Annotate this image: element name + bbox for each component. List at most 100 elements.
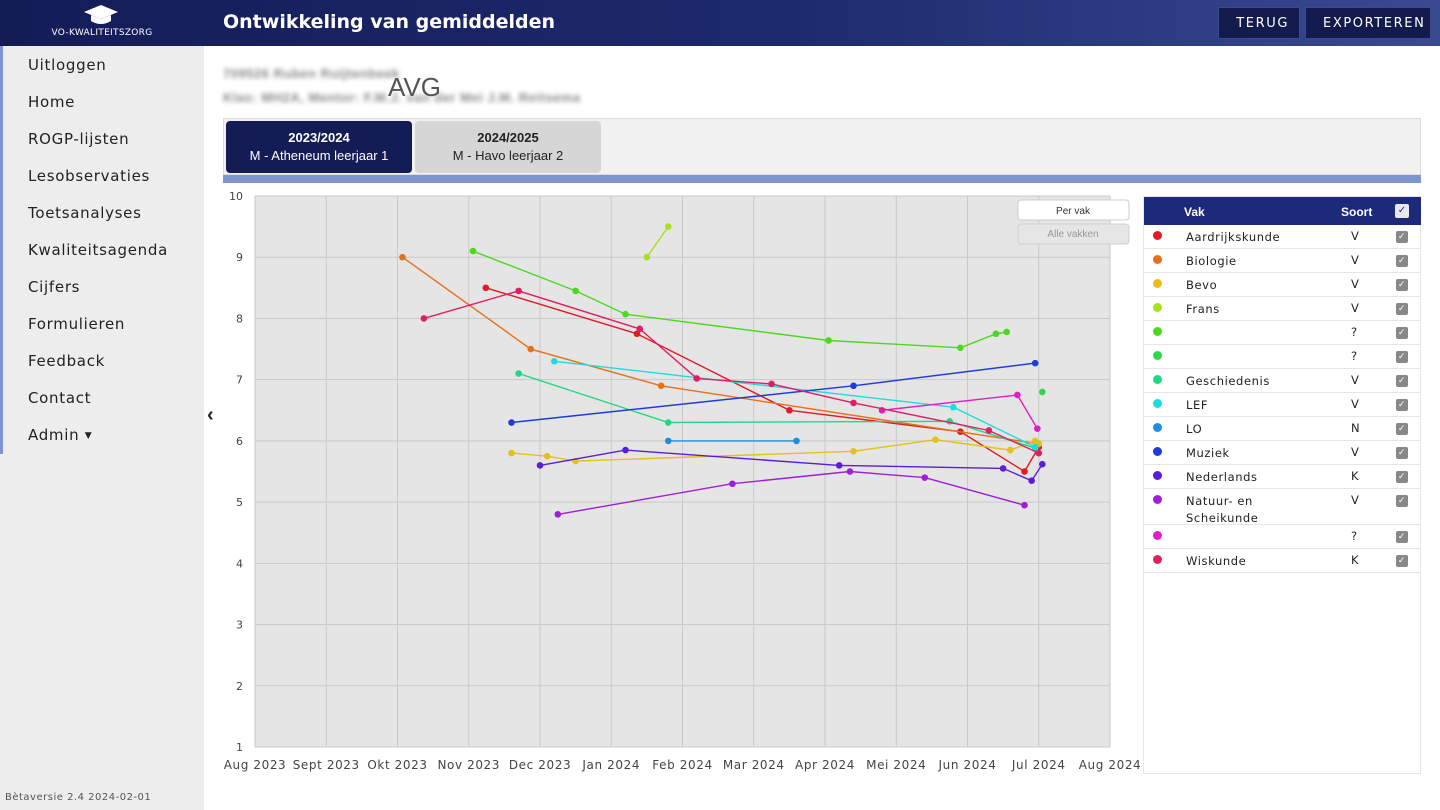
data-point[interactable] — [543, 452, 551, 460]
legend-row[interactable]: ? ✓ — [1144, 321, 1421, 345]
data-point[interactable] — [1021, 501, 1028, 509]
data-point[interactable] — [657, 382, 665, 390]
sidebar-item-rogp-lijsten[interactable]: ROGP-lijsten — [28, 130, 130, 148]
legend-checkbox[interactable]: ✓ — [1396, 531, 1408, 543]
legend-checkbox[interactable]: ✓ — [1396, 351, 1408, 363]
legend-row[interactable]: Natuur- en Scheikunde V ✓ — [1144, 489, 1421, 525]
sidebar-item-lesobservaties[interactable]: Lesobservaties — [28, 167, 151, 185]
legend-checkbox[interactable]: ✓ — [1396, 279, 1408, 291]
data-point[interactable] — [482, 284, 490, 292]
data-point[interactable] — [932, 436, 939, 443]
legend-checkbox[interactable]: ✓ — [1396, 255, 1408, 267]
data-point[interactable] — [664, 437, 672, 445]
data-point[interactable] — [515, 370, 522, 377]
data-point[interactable] — [1021, 468, 1028, 475]
alle-vakken-button[interactable] — [1017, 223, 1130, 245]
legend-row[interactable]: LEF V ✓ — [1144, 393, 1421, 417]
data-point[interactable] — [1039, 388, 1046, 396]
legend-row[interactable]: Nederlands K ✓ — [1144, 465, 1421, 489]
legend-row[interactable]: Muziek V ✓ — [1144, 441, 1421, 465]
data-point[interactable] — [850, 382, 857, 390]
data-point[interactable] — [949, 403, 957, 411]
data-point[interactable] — [508, 449, 515, 457]
legend-row[interactable]: ? ✓ — [1144, 525, 1421, 549]
sidebar-item-kwaliteitsagenda[interactable]: Kwaliteitsagenda — [28, 241, 168, 259]
legend-row[interactable]: Frans V ✓ — [1144, 297, 1421, 321]
sidebar-item-toetsanalyses[interactable]: Toetsanalyses — [28, 204, 142, 222]
data-point[interactable] — [1039, 460, 1046, 468]
legend-row[interactable]: ? ✓ — [1144, 345, 1421, 369]
sidebar-item-feedback[interactable]: Feedback — [28, 352, 106, 370]
legend-checkbox[interactable]: ✓ — [1396, 447, 1408, 459]
data-point[interactable] — [572, 287, 579, 295]
data-point[interactable] — [664, 223, 672, 230]
logo[interactable]: VO-KWALITEITSZORG — [0, 0, 204, 46]
legend-checkbox[interactable]: ✓ — [1396, 399, 1408, 411]
data-point[interactable] — [554, 511, 562, 518]
data-point[interactable] — [957, 344, 964, 352]
data-point[interactable] — [992, 330, 1000, 338]
select-all-checkbox[interactable]: ✓ — [1395, 204, 1409, 218]
data-point[interactable] — [508, 419, 515, 426]
legend-checkbox[interactable]: ✓ — [1396, 303, 1408, 315]
legend-checkbox[interactable]: ✓ — [1396, 375, 1408, 387]
legend-checkbox[interactable]: ✓ — [1396, 423, 1408, 435]
data-point[interactable] — [793, 437, 800, 445]
data-point[interactable] — [1031, 359, 1039, 367]
chevron-left-icon[interactable]: ‹ — [207, 404, 214, 426]
data-point[interactable] — [786, 406, 793, 414]
sidebar-item-admin[interactable]: Admin ▼ — [28, 426, 92, 444]
data-point[interactable] — [536, 462, 544, 469]
data-point[interactable] — [1003, 328, 1010, 336]
data-point[interactable] — [985, 427, 993, 434]
data-point[interactable] — [633, 330, 641, 338]
tab-2024-2025[interactable]: 2024/2025 M - Havo leerjaar 2 — [415, 121, 601, 173]
data-point[interactable] — [729, 480, 736, 488]
tab-2023-2024[interactable]: 2023/2024 M - Atheneum leerjaar 1 — [226, 121, 412, 173]
data-point[interactable] — [835, 462, 843, 469]
sidebar-item-cijfers[interactable]: Cijfers — [28, 278, 81, 296]
data-point[interactable] — [527, 345, 535, 353]
back-button[interactable]: TERUG — [1218, 7, 1300, 39]
data-point[interactable] — [1014, 391, 1021, 399]
data-point[interactable] — [664, 419, 672, 426]
data-point[interactable] — [850, 399, 857, 407]
data-point[interactable] — [846, 468, 854, 475]
legend-checkbox[interactable]: ✓ — [1396, 327, 1408, 339]
data-point[interactable] — [550, 358, 558, 365]
data-point[interactable] — [1028, 477, 1035, 484]
data-point[interactable] — [825, 337, 832, 344]
legend-checkbox[interactable]: ✓ — [1396, 471, 1408, 483]
data-point[interactable] — [1034, 425, 1041, 432]
data-point[interactable] — [636, 325, 644, 333]
data-point[interactable] — [1035, 449, 1043, 457]
sidebar-item-home[interactable]: Home — [28, 93, 76, 111]
data-point[interactable] — [921, 474, 929, 481]
legend-row[interactable]: LO N ✓ — [1144, 417, 1421, 441]
data-point[interactable] — [693, 375, 701, 382]
legend-row[interactable]: Biologie V ✓ — [1144, 249, 1421, 273]
data-point[interactable] — [622, 446, 629, 454]
data-point[interactable] — [469, 247, 477, 255]
legend-checkbox[interactable]: ✓ — [1396, 555, 1408, 567]
data-point[interactable] — [622, 310, 629, 318]
data-point[interactable] — [850, 447, 857, 455]
legend-row[interactable]: Wiskunde K ✓ — [1144, 549, 1421, 573]
data-point[interactable] — [1031, 443, 1039, 451]
sidebar-item-formulieren[interactable]: Formulieren — [28, 315, 126, 333]
legend-row[interactable]: Bevo V ✓ — [1144, 273, 1421, 297]
legend-row[interactable]: Geschiedenis V ✓ — [1144, 369, 1421, 393]
per-vak-button[interactable] — [1017, 199, 1130, 221]
sidebar-item-contact[interactable]: Contact — [28, 389, 92, 407]
data-point[interactable] — [420, 315, 428, 322]
data-point[interactable] — [768, 380, 775, 388]
data-point[interactable] — [1006, 446, 1014, 454]
data-point[interactable] — [399, 253, 406, 261]
data-point[interactable] — [643, 253, 651, 261]
legend-checkbox[interactable]: ✓ — [1396, 495, 1408, 507]
legend-checkbox[interactable]: ✓ — [1396, 231, 1408, 243]
data-point[interactable] — [999, 465, 1007, 472]
legend-row[interactable]: Aardrijkskunde V ✓ — [1144, 225, 1421, 249]
export-button[interactable]: EXPORTEREN — [1305, 7, 1431, 39]
data-point[interactable] — [515, 287, 522, 295]
